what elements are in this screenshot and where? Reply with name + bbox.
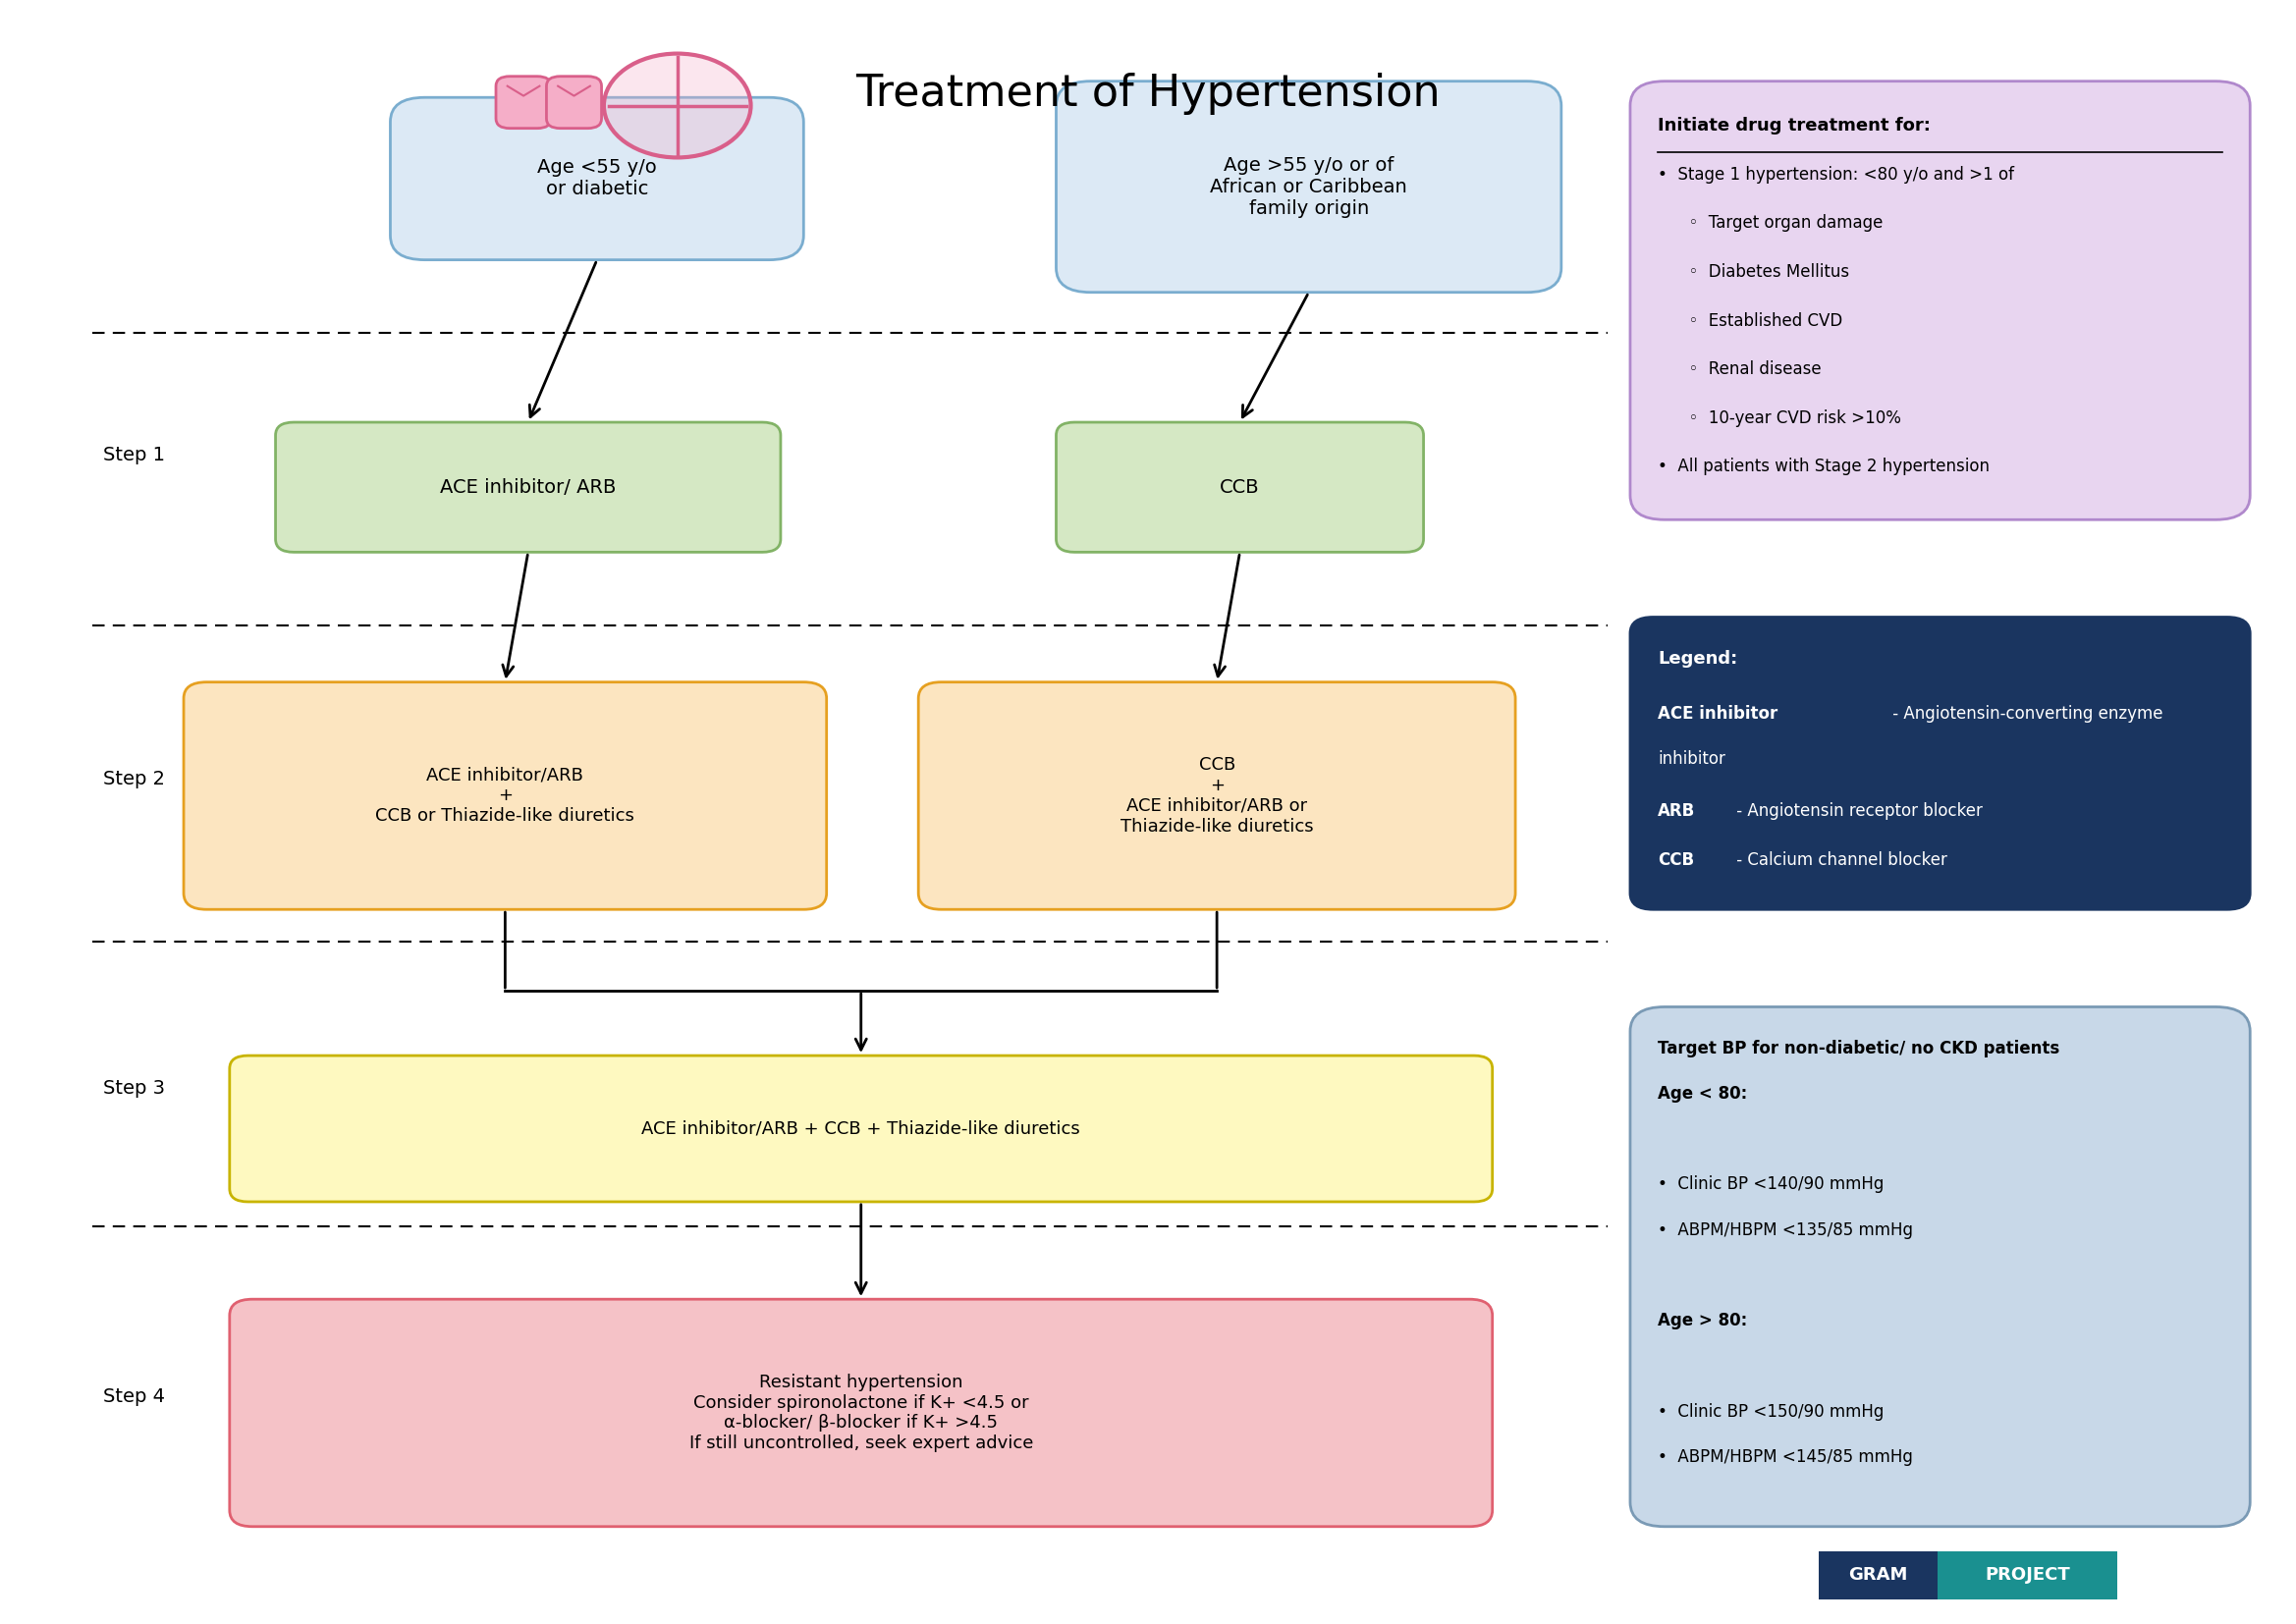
Text: Target BP for non-diabetic/ no CKD patients: Target BP for non-diabetic/ no CKD patie… [1658,1039,2060,1057]
FancyBboxPatch shape [1056,422,1424,552]
Text: Step 4: Step 4 [103,1387,165,1406]
Text: •  ABPM/HBPM <135/85 mmHg: • ABPM/HBPM <135/85 mmHg [1658,1221,1913,1239]
Text: Initiate drug treatment for:: Initiate drug treatment for: [1658,117,1931,135]
Text: •  Clinic BP <150/90 mmHg: • Clinic BP <150/90 mmHg [1658,1403,1885,1421]
Text: •  ABPM/HBPM <145/85 mmHg: • ABPM/HBPM <145/85 mmHg [1658,1449,1913,1466]
Text: CCB
+
ACE inhibitor/ARB or
Thiazide-like diuretics: CCB + ACE inhibitor/ARB or Thiazide-like… [1120,757,1313,835]
Text: ACE inhibitor/ARB
+
CCB or Thiazide-like diuretics: ACE inhibitor/ARB + CCB or Thiazide-like… [377,767,634,825]
FancyBboxPatch shape [184,682,827,909]
Text: inhibitor: inhibitor [1658,750,1724,768]
Text: Legend:: Legend: [1658,650,1738,667]
Text: ◦  Established CVD: ◦ Established CVD [1658,312,1844,330]
Text: •  Stage 1 hypertension: <80 y/o and >1 of: • Stage 1 hypertension: <80 y/o and >1 o… [1658,166,2014,184]
FancyBboxPatch shape [1056,81,1561,292]
Text: Step 1: Step 1 [103,445,165,464]
Text: ◦  Renal disease: ◦ Renal disease [1658,361,1821,378]
Text: ARB: ARB [1658,802,1694,820]
Text: Age >55 y/o or of
African or Caribbean
family origin: Age >55 y/o or of African or Caribbean f… [1210,156,1407,218]
FancyBboxPatch shape [1938,1551,2117,1600]
Text: Step 3: Step 3 [103,1078,165,1098]
FancyBboxPatch shape [918,682,1515,909]
Text: PROJECT: PROJECT [1984,1567,2071,1583]
Text: Age > 80:: Age > 80: [1658,1312,1747,1330]
FancyBboxPatch shape [230,1299,1492,1527]
Text: •  All patients with Stage 2 hypertension: • All patients with Stage 2 hypertension [1658,458,1991,476]
Text: Age < 80:: Age < 80: [1658,1085,1747,1103]
Text: ACE inhibitor/ARB + CCB + Thiazide-like diuretics: ACE inhibitor/ARB + CCB + Thiazide-like … [641,1121,1081,1137]
FancyBboxPatch shape [230,1056,1492,1202]
Text: CCB: CCB [1219,477,1261,497]
FancyBboxPatch shape [1630,81,2250,520]
Text: Step 2: Step 2 [103,770,165,789]
Text: CCB: CCB [1658,851,1694,869]
Text: Treatment of Hypertension: Treatment of Hypertension [856,73,1440,115]
Text: ACE inhibitor/ ARB: ACE inhibitor/ ARB [441,477,615,497]
Text: Age <55 y/o
or diabetic: Age <55 y/o or diabetic [537,159,657,198]
FancyBboxPatch shape [276,422,781,552]
Text: - Calcium channel blocker: - Calcium channel blocker [1731,851,1947,869]
Text: •  Clinic BP <140/90 mmHg: • Clinic BP <140/90 mmHg [1658,1176,1885,1194]
Text: - Angiotensin-converting enzyme: - Angiotensin-converting enzyme [1887,705,2163,723]
FancyBboxPatch shape [546,76,602,128]
Text: ◦  Target organ damage: ◦ Target organ damage [1658,214,1883,232]
Text: ◦  10-year CVD risk >10%: ◦ 10-year CVD risk >10% [1658,409,1901,427]
FancyBboxPatch shape [1630,617,2250,909]
Text: ACE inhibitor: ACE inhibitor [1658,705,1777,723]
Text: ◦  Diabetes Mellitus: ◦ Diabetes Mellitus [1658,263,1848,281]
Text: - Angiotensin receptor blocker: - Angiotensin receptor blocker [1731,802,1981,820]
Text: GRAM: GRAM [1848,1567,1908,1583]
FancyBboxPatch shape [390,97,804,260]
FancyBboxPatch shape [1630,1007,2250,1527]
FancyBboxPatch shape [1818,1551,1938,1600]
Text: Resistant hypertension
Consider spironolactone if K+ <4.5 or
α-blocker/ β-blocke: Resistant hypertension Consider spironol… [689,1374,1033,1452]
Circle shape [604,54,751,158]
FancyBboxPatch shape [496,76,551,128]
